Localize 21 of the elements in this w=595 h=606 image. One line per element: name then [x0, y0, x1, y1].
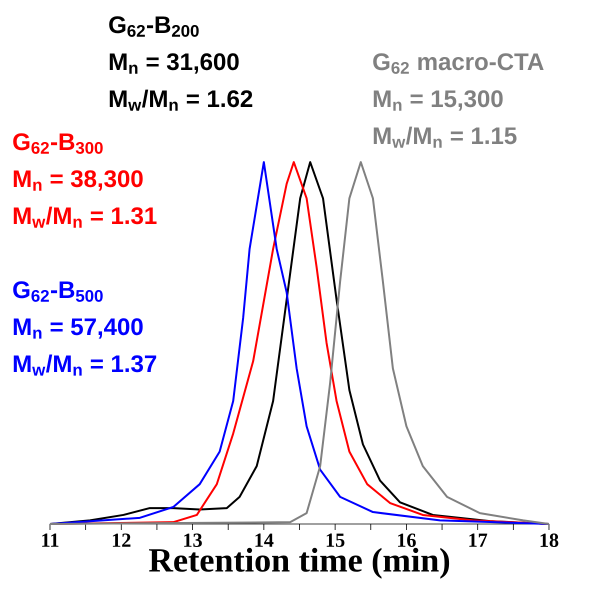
text: G$_{62}$-B$_{200}$ [109, 16, 199, 37]
x-tick-label: 11 [42, 534, 58, 547]
text: M$_{n}$ = 15,300 [374, 90, 503, 111]
text: M$_{w}$/M$_{n}$ = 1.62 [110, 90, 252, 111]
annotation: M$_{w}$/M$_{n}$ = 1.31 [14, 206, 157, 228]
x-tick-label: 12 [112, 534, 130, 547]
text: M$_{n}$ = 31,600 [110, 53, 239, 74]
text: G$_{62}$-B$_{300}$ [13, 133, 103, 154]
x-tick-label: 13 [184, 534, 202, 547]
x-tick-label: 15 [326, 534, 344, 547]
x-tick-label: 18 [540, 534, 558, 548]
x-tick-label: 14 [255, 534, 274, 547]
x-tick-label: 17 [469, 534, 488, 547]
annotation: M$_{w}$/M$_{n}$ = 1.37 [14, 354, 156, 376]
text: G$_{62}$ macro-CTA [373, 53, 544, 74]
text: G$_{62}$-B$_{500}$ [13, 281, 103, 302]
text: M$_{w}$/M$_{n}$ = 1.15 [374, 126, 517, 148]
x-tick-label: 16 [398, 534, 416, 547]
annotation: M$_{n}$ = 38,300 [14, 170, 143, 191]
x-axis-title: Retention time (min) [149, 548, 450, 579]
annotation: M$_{n}$ = 57,400 [14, 318, 143, 339]
